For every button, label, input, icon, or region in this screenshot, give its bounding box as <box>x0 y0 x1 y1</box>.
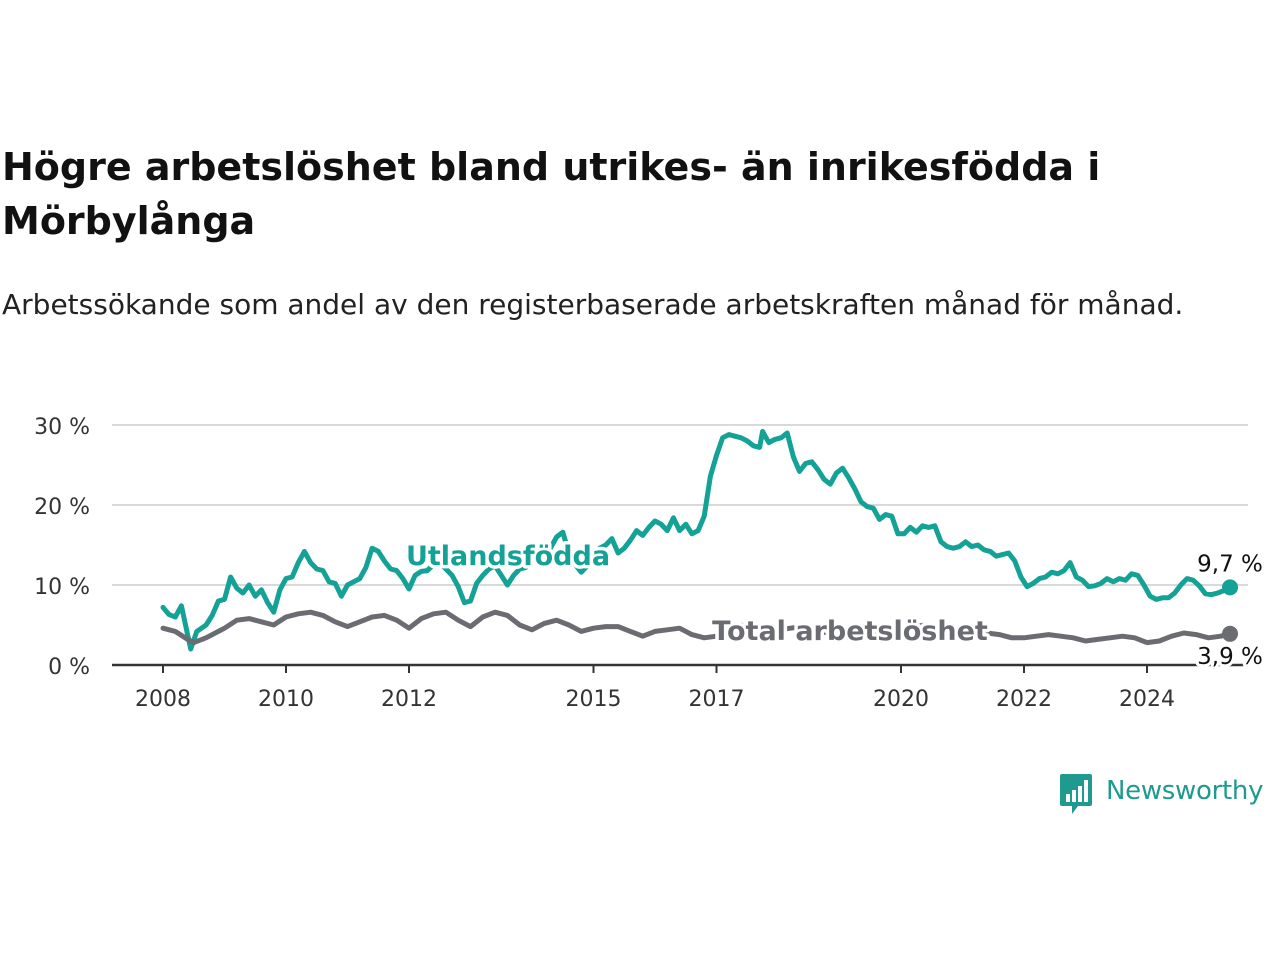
y-tick-label: 20 % <box>34 495 90 520</box>
x-tick-label: 2008 <box>135 687 191 712</box>
series-lines <box>160 428 1239 652</box>
chart-title: Högre arbetslöshet bland utrikes- än inr… <box>2 145 1101 243</box>
series-line <box>160 609 1233 646</box>
series-name-label: Utlandsfödda <box>406 541 610 572</box>
x-tick-label: 2012 <box>381 687 437 712</box>
series-end-value-label: 3,9 % <box>1197 644 1263 670</box>
series-name-label: Total arbetslöshet <box>712 616 988 647</box>
newsworthy-logo-text: Newsworthy <box>1106 776 1264 806</box>
line-chart: 0 % 10 % 20 % 30 % 2008 2010 2012 2015 2017 2020… <box>34 415 1266 712</box>
series-end-point <box>1222 625 1239 642</box>
y-tick-label: 10 % <box>34 575 90 600</box>
chart-subtitle: Arbetssökande som andel av den registerb… <box>2 288 1184 321</box>
y-axis-ticks: 0 % 10 % 20 % 30 % <box>34 415 90 680</box>
x-tick-label: 2010 <box>258 687 314 712</box>
series-end-point <box>1222 579 1239 596</box>
x-axis-ticks: 2008 2010 2012 2015 2017 2020 2022 2024 <box>135 665 1175 712</box>
gridlines <box>112 424 1248 667</box>
x-tick-label: 2024 <box>1119 687 1175 712</box>
x-tick-label: 2022 <box>996 687 1052 712</box>
x-tick-label: 2015 <box>566 687 622 712</box>
series-labels: Utlandsfödda 9,7 % Total arbetslöshet 3,9 % <box>402 538 1265 673</box>
series-line <box>160 428 1233 652</box>
newsworthy-logo-icon <box>1060 774 1092 814</box>
series-end-value-label: 9,7 % <box>1197 551 1263 577</box>
x-tick-label: 2020 <box>873 687 929 712</box>
newsworthy-logo[interactable]: Newsworthy <box>1058 772 1280 820</box>
y-tick-label: 0 % <box>48 655 90 680</box>
y-tick-label: 30 % <box>34 415 90 440</box>
x-tick-label: 2017 <box>689 687 745 712</box>
